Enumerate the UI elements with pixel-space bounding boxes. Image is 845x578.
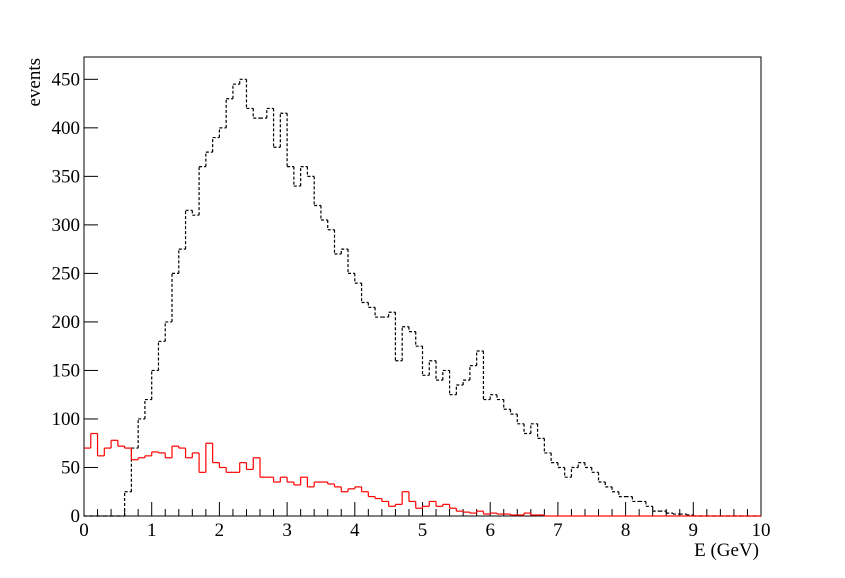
y-tick-label: 450 xyxy=(52,69,81,90)
x-axis-label: E (GeV) xyxy=(694,540,759,561)
y-tick-label: 300 xyxy=(52,215,81,236)
x-tick-label: 9 xyxy=(689,520,699,541)
y-tick-label: 0 xyxy=(71,506,81,527)
y-tick-label: 50 xyxy=(61,457,80,478)
y-tick-label: 250 xyxy=(52,263,81,284)
x-tick-label: 3 xyxy=(282,520,292,541)
x-tick-label: 6 xyxy=(485,520,495,541)
x-tick-label: 2 xyxy=(215,520,225,541)
x-tick-label: 1 xyxy=(147,520,157,541)
y-tick-label: 100 xyxy=(52,409,81,430)
x-tick-label: 7 xyxy=(553,520,563,541)
y-axis-label: events xyxy=(24,58,45,107)
x-tick-label: 10 xyxy=(752,520,771,541)
y-tick-label: 150 xyxy=(52,360,81,381)
y-tick-label: 400 xyxy=(52,118,81,139)
x-tick-label: 4 xyxy=(350,520,360,541)
y-tick-label: 350 xyxy=(52,166,81,187)
x-tick-label: 5 xyxy=(418,520,428,541)
x-tick-label: 0 xyxy=(79,520,89,541)
plot-frame xyxy=(83,56,762,517)
y-tick-label: 200 xyxy=(52,312,81,333)
x-tick-label: 8 xyxy=(621,520,631,541)
